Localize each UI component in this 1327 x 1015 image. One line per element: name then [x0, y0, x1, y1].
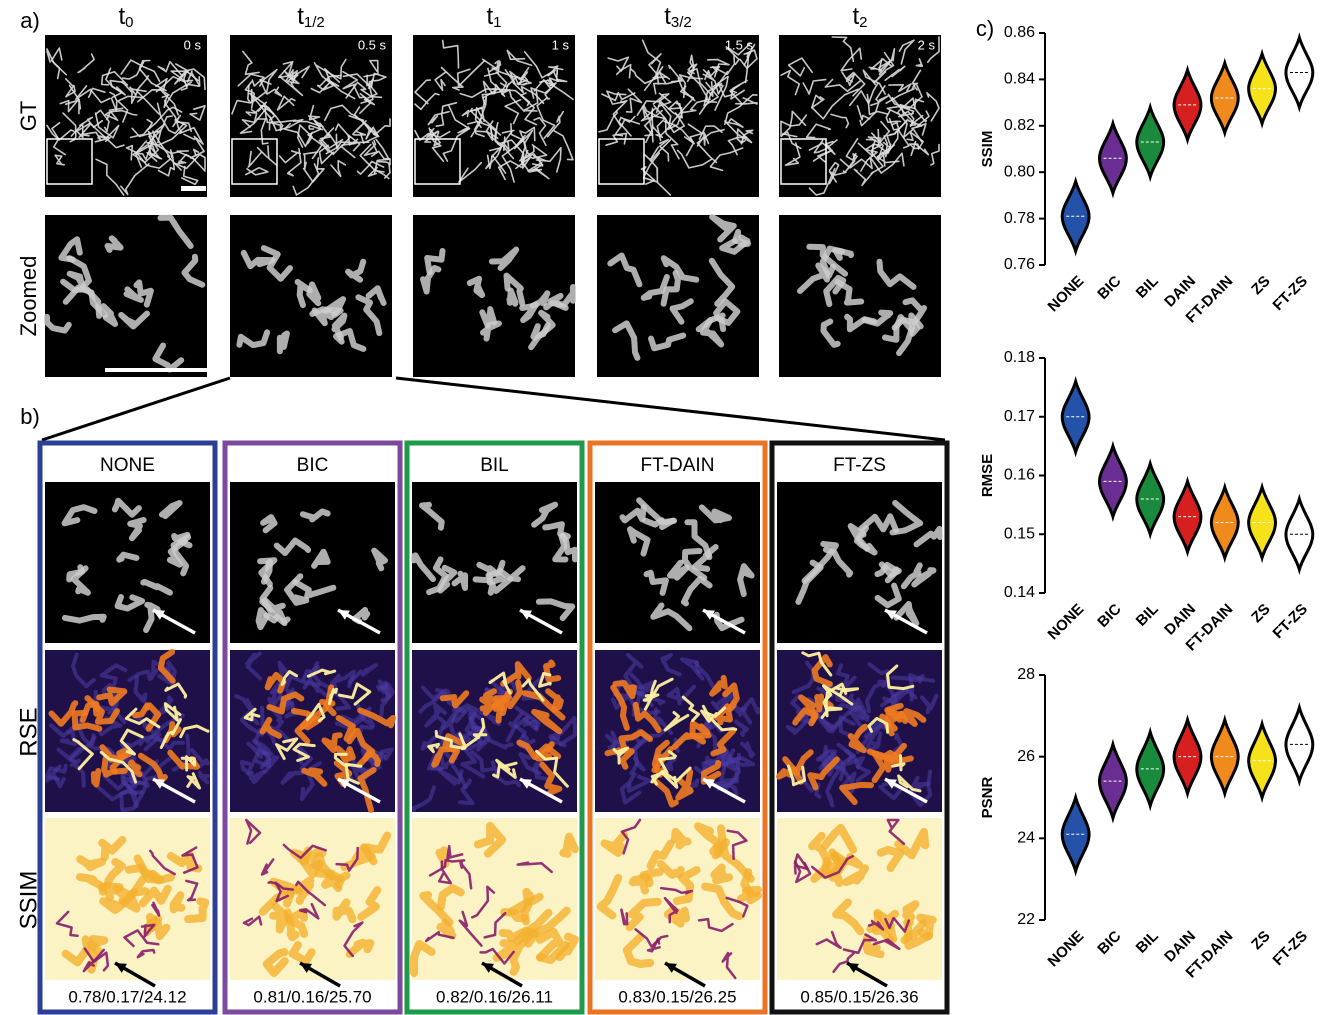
figure: a) b) c) GT Zoomed t0 0 s t1/2 0.5 s t1 1 s t3/2…	[0, 0, 1327, 1015]
structure	[80, 859, 102, 867]
y-axis-label: RMSE	[979, 454, 996, 497]
y-tick-label: 0.80	[1004, 163, 1035, 180]
time-label: 2 s	[918, 37, 936, 52]
x-tick-label: NONE	[1045, 273, 1088, 316]
method-name: FT-DAIN	[641, 455, 715, 476]
method-name: BIL	[480, 455, 509, 476]
structure	[482, 309, 494, 326]
time-label: 0.5 s	[358, 37, 387, 52]
y-tick-label: 0.15	[1004, 525, 1035, 542]
y-tick-label: 24	[1017, 830, 1035, 847]
structure	[563, 837, 575, 854]
x-tick-label: BIC	[1094, 273, 1124, 303]
scale-bar	[105, 368, 207, 372]
column-header: t0	[118, 3, 133, 31]
y-tick-label: 28	[1017, 666, 1035, 683]
y-tick-label: 0.18	[1004, 349, 1035, 366]
y-tick-label: 0.14	[1004, 584, 1035, 601]
zoomed-image	[779, 215, 941, 377]
x-tick-label: NONE	[1045, 601, 1088, 644]
time-subscript: 2	[859, 14, 867, 31]
time-label: 1 s	[552, 37, 570, 52]
row-label: Zoomed	[16, 256, 41, 337]
time-subscript: 0	[125, 14, 133, 31]
x-tick-label: FT-ZS	[1270, 928, 1311, 969]
y-tick-label: 26	[1017, 748, 1035, 765]
method-name: BIC	[297, 455, 329, 476]
time-label: 0 s	[184, 37, 202, 52]
x-tick-label: FT-ZS	[1270, 273, 1311, 314]
y-tick-label: 0.86	[1004, 24, 1035, 41]
panel-label: a)	[20, 8, 40, 33]
method-name: NONE	[100, 455, 155, 476]
column-header: t1/2	[297, 3, 325, 31]
prediction-image	[230, 482, 395, 643]
panel-label: b)	[20, 404, 40, 429]
y-tick-label: 0.82	[1004, 117, 1035, 134]
metrics: 0.85/0.15/26.36	[800, 987, 918, 1006]
zoom-line	[396, 378, 945, 440]
y-tick-label: 22	[1017, 911, 1035, 928]
x-tick-label: FT-ZS	[1270, 601, 1311, 642]
time-subscript: 1/2	[304, 14, 325, 31]
y-axis-label: PSNR	[979, 777, 996, 819]
structure	[510, 291, 516, 304]
metrics: 0.82/0.16/26.11	[436, 987, 553, 1006]
time-label: 1.5 s	[725, 37, 754, 52]
row-label: GT	[16, 101, 41, 132]
scale-bar	[181, 186, 206, 191]
y-axis-label: SSIM	[979, 131, 996, 168]
structure	[94, 771, 99, 785]
y-tick-label: 0.16	[1004, 467, 1035, 484]
metrics: 0.83/0.15/26.25	[618, 987, 736, 1006]
zoomed-image	[413, 215, 575, 377]
time-subscript: 1	[493, 14, 501, 31]
panel-label: c)	[976, 16, 994, 41]
x-tick-label: BIL	[1133, 601, 1162, 630]
method-name: FT-ZS	[833, 455, 886, 476]
structure	[119, 555, 136, 560]
metrics: 0.78/0.17/24.12	[68, 987, 186, 1006]
structure	[280, 334, 287, 352]
y-tick-label: 0.17	[1004, 408, 1035, 425]
x-tick-label: BIC	[1094, 601, 1124, 631]
column-header: t2	[852, 3, 867, 31]
column-header: t3/2	[664, 3, 692, 31]
metrics: 0.81/0.16/25.70	[253, 987, 371, 1006]
structure	[174, 895, 182, 909]
zoom-line	[42, 378, 230, 440]
column-header: t1	[486, 3, 501, 31]
x-tick-label: BIC	[1094, 928, 1124, 958]
x-tick-label: BIL	[1133, 273, 1162, 302]
x-tick-label: BIL	[1133, 928, 1162, 957]
x-tick-label: ZS	[1248, 601, 1274, 627]
y-tick-label: 0.84	[1004, 71, 1035, 88]
time-subscript: 3/2	[671, 14, 692, 31]
y-tick-label: 0.76	[1004, 256, 1035, 273]
y-tick-label: 0.78	[1004, 210, 1035, 227]
x-tick-label: NONE	[1045, 928, 1088, 971]
x-tick-label: ZS	[1248, 273, 1274, 299]
x-tick-label: ZS	[1248, 928, 1274, 954]
